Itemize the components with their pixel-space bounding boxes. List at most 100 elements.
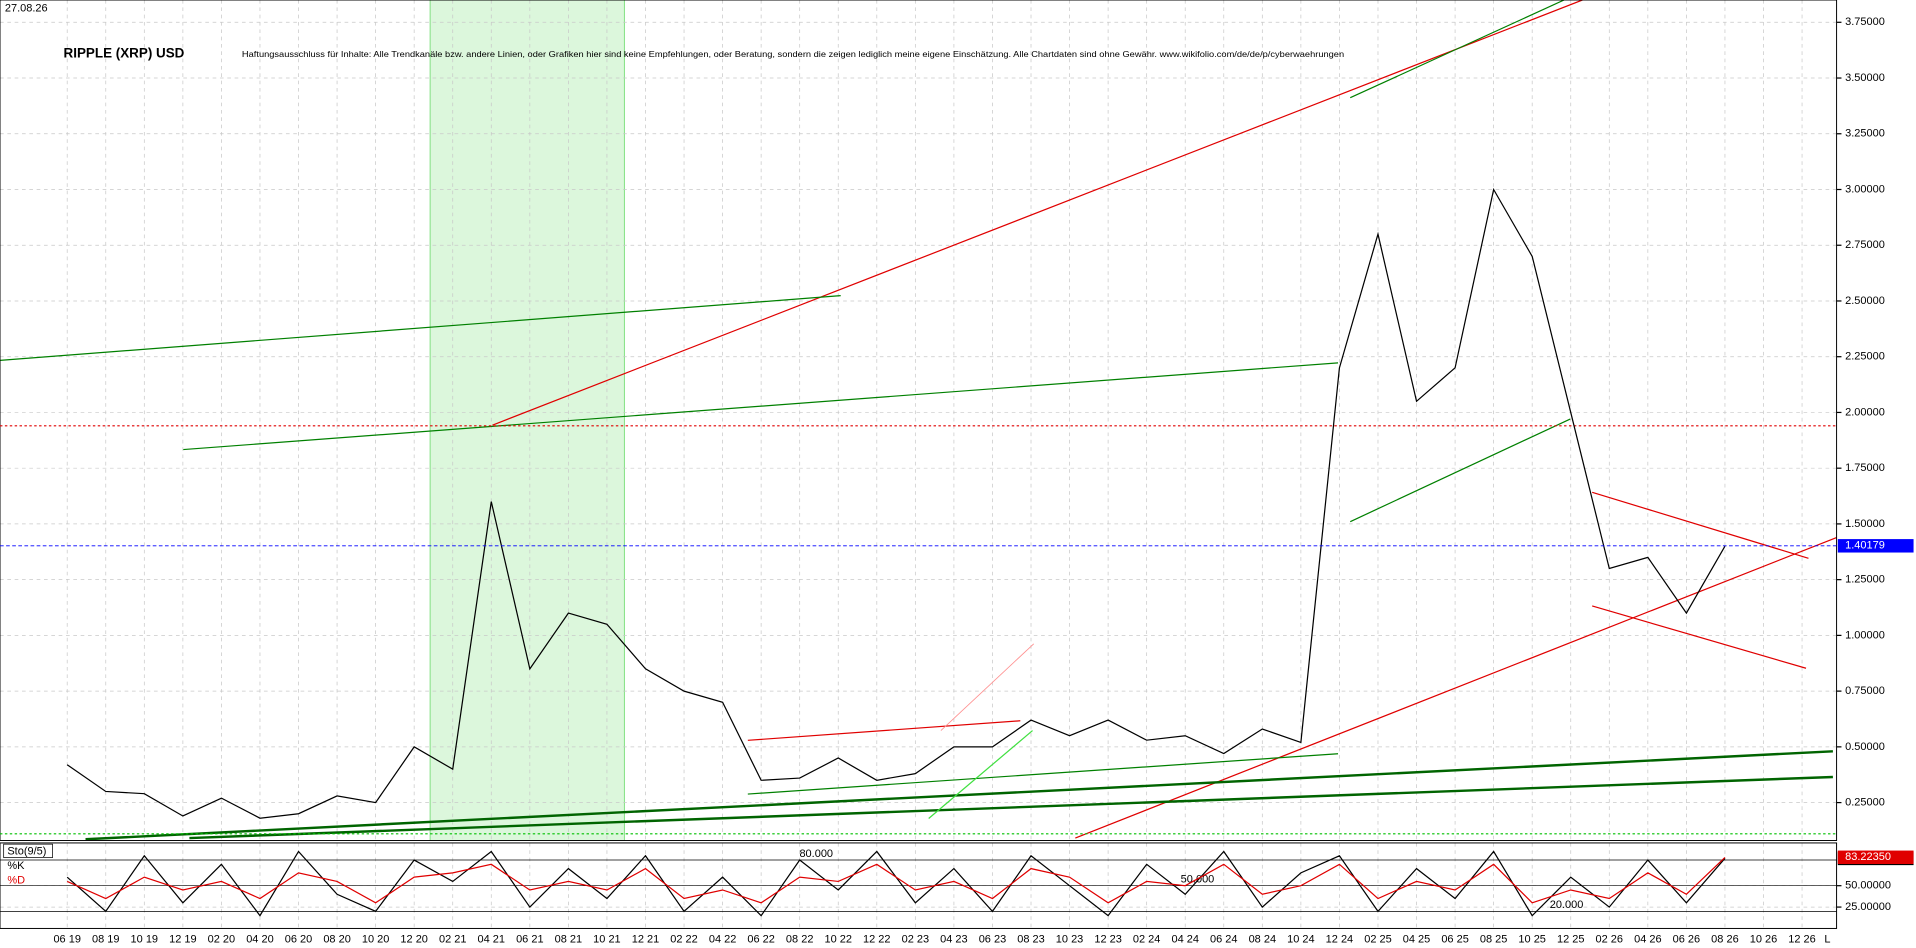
trend-line (189, 775, 1833, 840)
chart-title: RIPPLE (XRP) USD (64, 45, 185, 60)
x-tick-label: 10 25 (1518, 933, 1546, 945)
x-tick-label: 12 23 (1094, 933, 1122, 945)
grid (0, 0, 1837, 929)
x-tick-label: 10 21 (593, 933, 621, 945)
x-tick-label: 04 21 (478, 933, 506, 945)
x-tick-label: 02 25 (1364, 933, 1392, 945)
price-frame (0, 0, 1838, 841)
x-tick-label: 06 19 (53, 933, 81, 945)
y-tick-label: 1.25000 (1845, 574, 1885, 586)
x-tick-label: 06 25 (1441, 933, 1469, 945)
x-tick-label: 08 24 (1249, 933, 1277, 945)
indicator-box (3, 843, 53, 858)
x-tick-label: 06 22 (747, 933, 775, 945)
x-tick-label: 10 19 (131, 933, 159, 945)
x-tick-label: 08 21 (555, 933, 583, 945)
x-tick-label: 08 26 (1711, 933, 1739, 945)
trend-line (747, 720, 1021, 741)
x-tick-label: 02 21 (439, 933, 467, 945)
trend-line (1592, 605, 1807, 669)
x-tick-label: 04 20 (246, 933, 274, 945)
level-label: 20.000 (1550, 899, 1584, 911)
x-tick-label: 02 24 (1133, 933, 1161, 945)
y-tick-label: 25.00000 (1845, 901, 1891, 913)
x-tick-label: 02 22 (670, 933, 698, 945)
x-tick-label: 06 23 (979, 933, 1007, 945)
x-tick-label: 02 23 (902, 933, 930, 945)
x-tick-label: 08 20 (323, 933, 351, 945)
current-label: 83.22350 (1845, 851, 1891, 863)
y-tick-label: 2.50000 (1845, 295, 1885, 307)
current-label: 1.40179 (1845, 540, 1885, 552)
x-tick-label: 06 20 (285, 933, 313, 945)
y-tick-label: 0.25000 (1845, 797, 1885, 809)
x-tick-label: 10 22 (824, 933, 852, 945)
y-tick-label: 2.75000 (1845, 239, 1885, 251)
x-tick-label: 10 20 (362, 933, 390, 945)
y-tick-label: 2.00000 (1845, 406, 1885, 418)
trend-line (940, 643, 1035, 731)
x-tick-label: 08 23 (1017, 933, 1045, 945)
x-tick-label: 12 25 (1557, 933, 1585, 945)
x-tick-label: 12 22 (863, 933, 891, 945)
series-line (66, 187, 1726, 819)
trend-line (1592, 491, 1809, 559)
legend-entry: %K (7, 860, 25, 872)
x-tick-label: 12 20 (400, 933, 428, 945)
trend-line (0, 295, 841, 361)
y-tick-label: 0.75000 (1845, 685, 1885, 697)
highlight-zone (429, 0, 625, 841)
x-tick-label: 04 25 (1403, 933, 1431, 945)
current-box (1837, 539, 1914, 553)
x-tick-label: 04 24 (1171, 933, 1199, 945)
y-tick-label: 1.00000 (1845, 629, 1885, 641)
y-tick-label: 3.75000 (1845, 16, 1885, 28)
y-tick-label: 3.50000 (1845, 72, 1885, 84)
x-tick-label: 06 24 (1210, 933, 1238, 945)
x-tick-label: 12 19 (169, 933, 197, 945)
y-tick-label: 1.50000 (1845, 518, 1885, 530)
date: 27.08.26 (5, 2, 48, 14)
x-tick-label: 06 21 (516, 933, 544, 945)
disclaimer: Haftungsausschluss für Inhalte: Alle Tre… (242, 49, 1344, 59)
x-tick-label: 10 23 (1056, 933, 1084, 945)
y-tick-label: 2.25000 (1845, 351, 1885, 363)
x-tick-label: 12 26 (1788, 933, 1816, 945)
x-tick-label: 02 20 (208, 933, 236, 945)
x-tick-label: 10 24 (1287, 933, 1315, 945)
x-tick-label: 12 21 (632, 933, 660, 945)
x-tick-label: 04 23 (940, 933, 968, 945)
trend-lines (0, 0, 1837, 841)
axis-end-label: L (1824, 933, 1830, 945)
y-tick-label: 3.00000 (1845, 183, 1885, 195)
trend-line (1075, 536, 1837, 839)
x-tick-label: 12 24 (1326, 933, 1354, 945)
x-tick-label: 08 25 (1480, 933, 1508, 945)
legend-entry: %D (7, 875, 25, 887)
trend-line (85, 750, 1833, 841)
x-tick-label: 10 26 (1750, 933, 1778, 945)
indicator-title: Sto(9/5) (7, 845, 46, 857)
x-tick-label: 06 26 (1673, 933, 1701, 945)
trend-line (1349, 418, 1571, 523)
trend-line (1349, 0, 1565, 99)
trend-line (747, 753, 1339, 795)
current-box (1837, 850, 1914, 865)
x-tick-label: 04 22 (709, 933, 737, 945)
series-line (66, 850, 1726, 917)
y-tick-label: 1.75000 (1845, 462, 1885, 474)
trend-line (492, 0, 1583, 426)
level-label: 80.000 (799, 848, 833, 860)
trend-line (183, 362, 1339, 451)
y-tick-label: 3.25000 (1845, 128, 1885, 140)
trend-line (928, 730, 1033, 819)
x-tick-label: 04 26 (1634, 933, 1662, 945)
x-tick-label: 02 26 (1596, 933, 1624, 945)
x-tick-label: 08 22 (786, 933, 814, 945)
y-tick-label: 0.50000 (1845, 741, 1885, 753)
series-line (66, 857, 1726, 904)
y-tick-label: 50.00000 (1845, 880, 1891, 892)
x-tick-label: 08 19 (92, 933, 120, 945)
